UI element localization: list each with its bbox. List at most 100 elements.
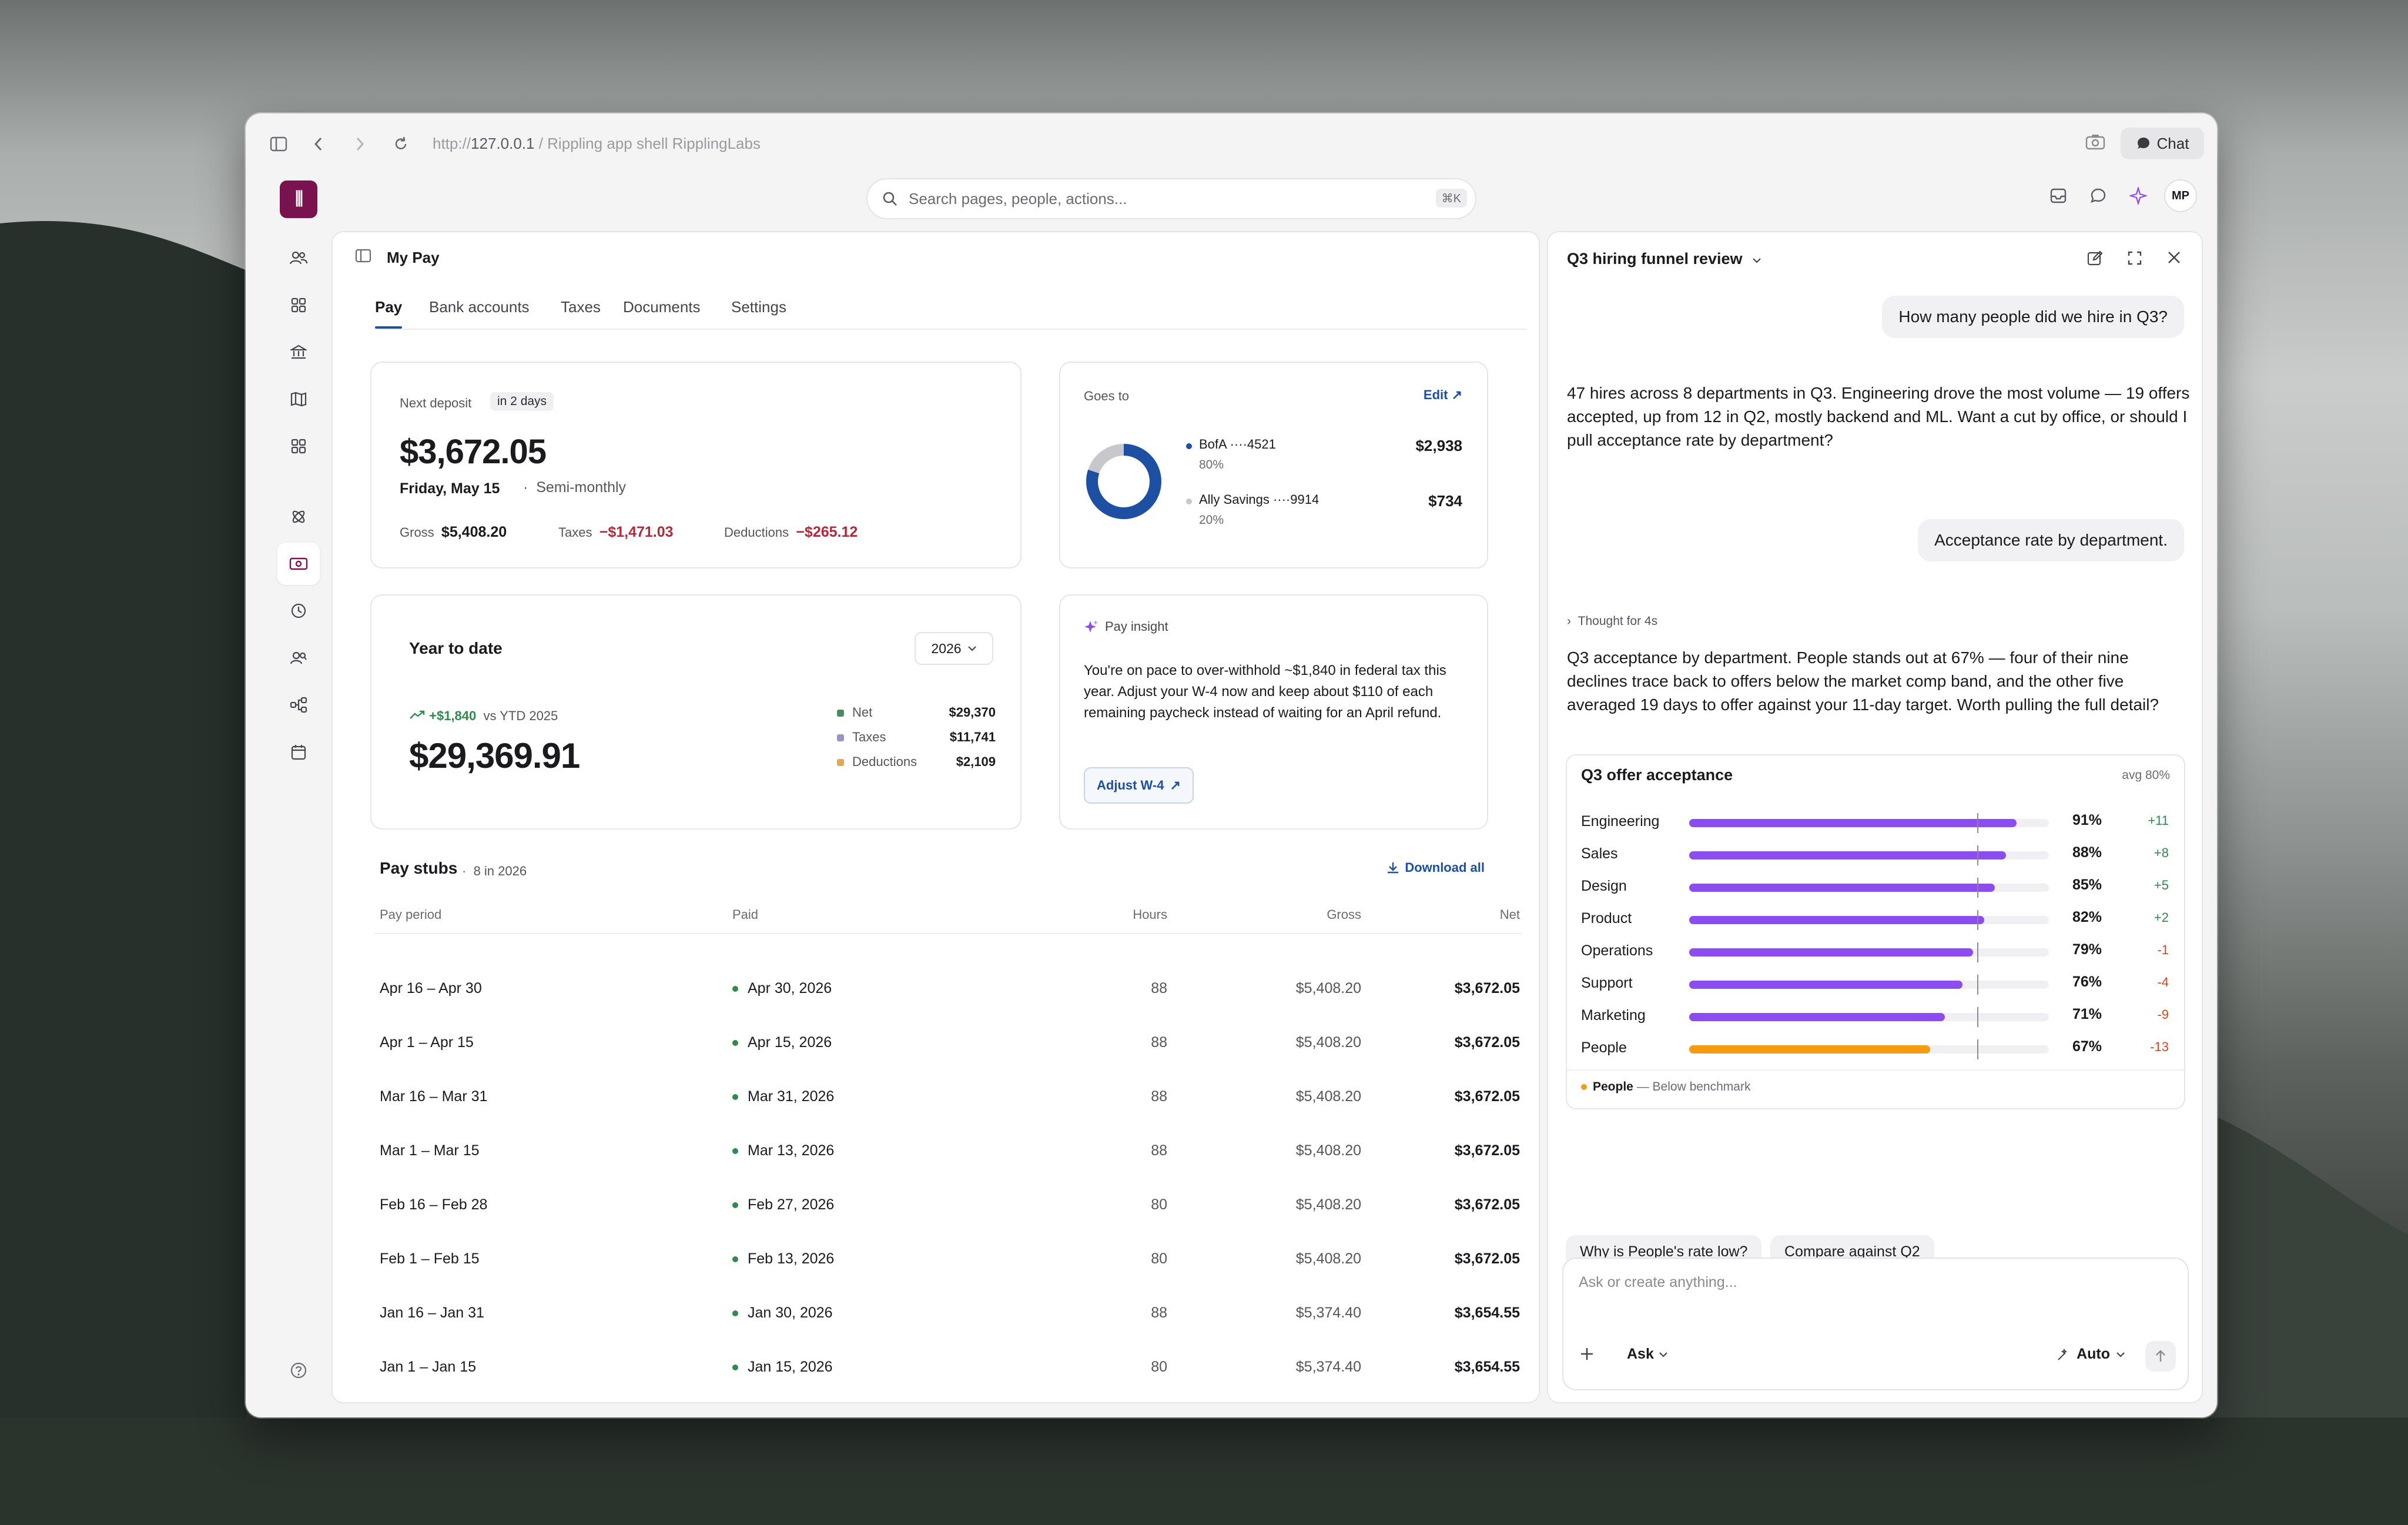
gross-cell: $5,408.20 — [1295, 1034, 1361, 1051]
paid-date-cell: Apr 30, 2026 — [732, 980, 967, 997]
ytd-delta: +$1,840 vs YTD 2025 — [409, 708, 558, 724]
table-row[interactable]: Apr 1 – Apr 15 Apr 15, 2026 88 $5,408.20 $3,… — [380, 1014, 1520, 1068]
main-content: My Pay Pay Bank accounts Taxes Documents… — [333, 232, 1539, 1402]
pay-period-cell: Mar 16 – Mar 31 — [380, 1088, 488, 1105]
time-icon[interactable] — [277, 590, 320, 632]
forward-icon[interactable] — [348, 132, 371, 156]
bar-row: Operations 79% -1 — [1581, 935, 2169, 968]
table-row[interactable]: Mar 16 – Mar 31 Mar 31, 2026 88 $5,408.20 $3… — [380, 1068, 1520, 1122]
composer-input[interactable]: Ask or create anything... — [1579, 1274, 1737, 1290]
close-icon[interactable] — [2166, 250, 2182, 268]
ai-sparkle-icon[interactable] — [2125, 183, 2151, 209]
paid-date-cell: Mar 31, 2026 — [732, 1088, 967, 1105]
messages-icon[interactable] — [2085, 183, 2111, 209]
magic-wand-icon — [2058, 1348, 2068, 1360]
pay-insight-card: Pay insight You're on pace to over-withh… — [1059, 594, 1488, 830]
send-button[interactable] — [2145, 1341, 2176, 1372]
table-row[interactable]: Jan 1 – Jan 15 Jan 15, 2026 80 $5,374.40 $3,… — [380, 1339, 1520, 1393]
search-input[interactable]: Search pages, people, actions... ⌘K — [868, 179, 1475, 218]
back-icon[interactable] — [307, 132, 330, 156]
adjust-w4-button[interactable]: Adjust W-4 ↗ — [1084, 767, 1194, 804]
paid-date-cell: Apr 15, 2026 — [732, 1034, 967, 1051]
deductions-summary: Deductions −$265.12 — [724, 524, 858, 540]
gross-cell: $5,408.20 — [1295, 1196, 1361, 1213]
reload-icon[interactable] — [389, 132, 413, 156]
bar-track — [1689, 910, 2049, 930]
conversation-title[interactable]: Q3 hiring funnel review — [1567, 250, 1762, 268]
bar-category-label: Operations — [1581, 942, 1653, 959]
bank-icon[interactable] — [277, 331, 320, 373]
edit-link[interactable]: Edit ↗ — [1423, 387, 1462, 402]
payroll-icon[interactable] — [277, 543, 320, 585]
chat-button[interactable]: Chat — [2121, 128, 2204, 159]
paid-date-cell: Feb 13, 2026 — [732, 1250, 967, 1268]
bar-value-label: 85% — [2072, 877, 2102, 893]
expand-icon[interactable] — [2126, 250, 2143, 269]
table-row[interactable]: Jan 16 – Jan 31 Jan 30, 2026 88 $5,374.40 $3… — [380, 1285, 1520, 1339]
bar-category-label: Product — [1581, 910, 1632, 927]
inbox-icon[interactable] — [2045, 183, 2071, 209]
net-cell: $3,672.05 — [1454, 1250, 1520, 1267]
thought-toggle[interactable]: › Thought for 4s — [1567, 614, 1658, 628]
paid-status-dot — [732, 1256, 738, 1263]
hours-cell: 88 — [1151, 1088, 1167, 1105]
avatar[interactable]: MP — [2165, 180, 2196, 211]
new-chat-icon[interactable] — [2087, 250, 2103, 269]
deposit-timing-badge: in 2 days — [490, 392, 554, 411]
camera-icon[interactable] — [2085, 133, 2105, 153]
tab-pay[interactable]: Pay — [375, 298, 403, 316]
tab-settings[interactable]: Settings — [731, 298, 786, 316]
bar-value-label: 82% — [2072, 909, 2102, 925]
workflow-icon[interactable] — [277, 684, 320, 726]
active-tab-indicator — [375, 326, 402, 329]
people-icon[interactable] — [277, 237, 320, 279]
benefits-icon[interactable] — [277, 496, 320, 538]
table-row[interactable]: Apr 16 – Apr 30 Apr 30, 2026 88 $5,408.20 $3… — [380, 960, 1520, 1014]
chevron-down-icon — [967, 646, 976, 651]
bar — [1689, 948, 1974, 957]
assistant-message: Q3 acceptance by department. People stan… — [1567, 648, 2159, 714]
chat-panel: Q3 hiring funnel review How many people … — [1548, 232, 2202, 1402]
add-attachment-icon[interactable] — [1579, 1346, 1595, 1365]
paid-status-dot — [732, 1094, 738, 1101]
help-icon[interactable] — [277, 1349, 320, 1392]
paid-status-dot — [732, 1148, 738, 1155]
calendar-icon[interactable] — [277, 731, 320, 773]
net-cell: $3,654.55 — [1454, 1359, 1520, 1375]
table-row[interactable]: Mar 1 – Mar 15 Mar 13, 2026 88 $5,408.20 $3,… — [380, 1122, 1520, 1176]
bar-row: People 67% -13 — [1581, 1032, 2169, 1065]
column-header-paid: Paid — [732, 907, 759, 922]
bar-value-label: 76% — [2072, 974, 2102, 990]
year-select[interactable]: 2026 — [915, 632, 993, 665]
model-select[interactable]: Auto — [2057, 1346, 2125, 1363]
paid-status-dot — [732, 1040, 738, 1046]
rippling-logo[interactable]: ⫼ — [280, 180, 317, 218]
net-cell: $3,672.05 — [1454, 1196, 1520, 1213]
panel-toggle-icon[interactable] — [355, 249, 371, 266]
search-icon — [883, 192, 897, 206]
download-all-button[interactable]: Download all — [1386, 860, 1485, 875]
recruiting-icon[interactable] — [277, 637, 320, 679]
bar-delta-label: +2 — [2154, 910, 2169, 925]
map-icon[interactable] — [277, 378, 320, 420]
next-deposit-card: Next deposit in 2 days $3,672.05 Friday,… — [370, 362, 1022, 568]
table-row[interactable]: Feb 1 – Feb 15 Feb 13, 2026 80 $5,408.20 $3,… — [380, 1230, 1520, 1285]
ytd-amount: $29,369.91 — [409, 736, 580, 775]
bar-track — [1689, 878, 2049, 898]
column-header-pay-period: Pay period — [380, 907, 442, 922]
table-row[interactable]: Feb 16 – Feb 28 Feb 27, 2026 80 $5,408.20 $3… — [380, 1176, 1520, 1230]
pay-period-cell: Apr 16 – Apr 30 — [380, 980, 482, 996]
tab-taxes[interactable]: Taxes — [561, 298, 601, 316]
mode-select[interactable]: Ask — [1627, 1346, 1668, 1363]
address-bar[interactable]: http://127.0.0.1 / Rippling app shell Ri… — [433, 135, 761, 152]
tab-bank-accounts[interactable]: Bank accounts — [429, 298, 530, 316]
bar — [1689, 851, 2006, 860]
widgets-icon[interactable] — [277, 425, 320, 467]
sidebar-toggle-icon[interactable] — [267, 132, 290, 156]
tab-documents[interactable]: Documents — [623, 298, 701, 316]
bar-delta-label: +5 — [2154, 878, 2169, 892]
column-header-net: Net — [1499, 907, 1520, 922]
bar — [1689, 819, 2017, 827]
apps-grid-icon[interactable] — [277, 284, 320, 326]
